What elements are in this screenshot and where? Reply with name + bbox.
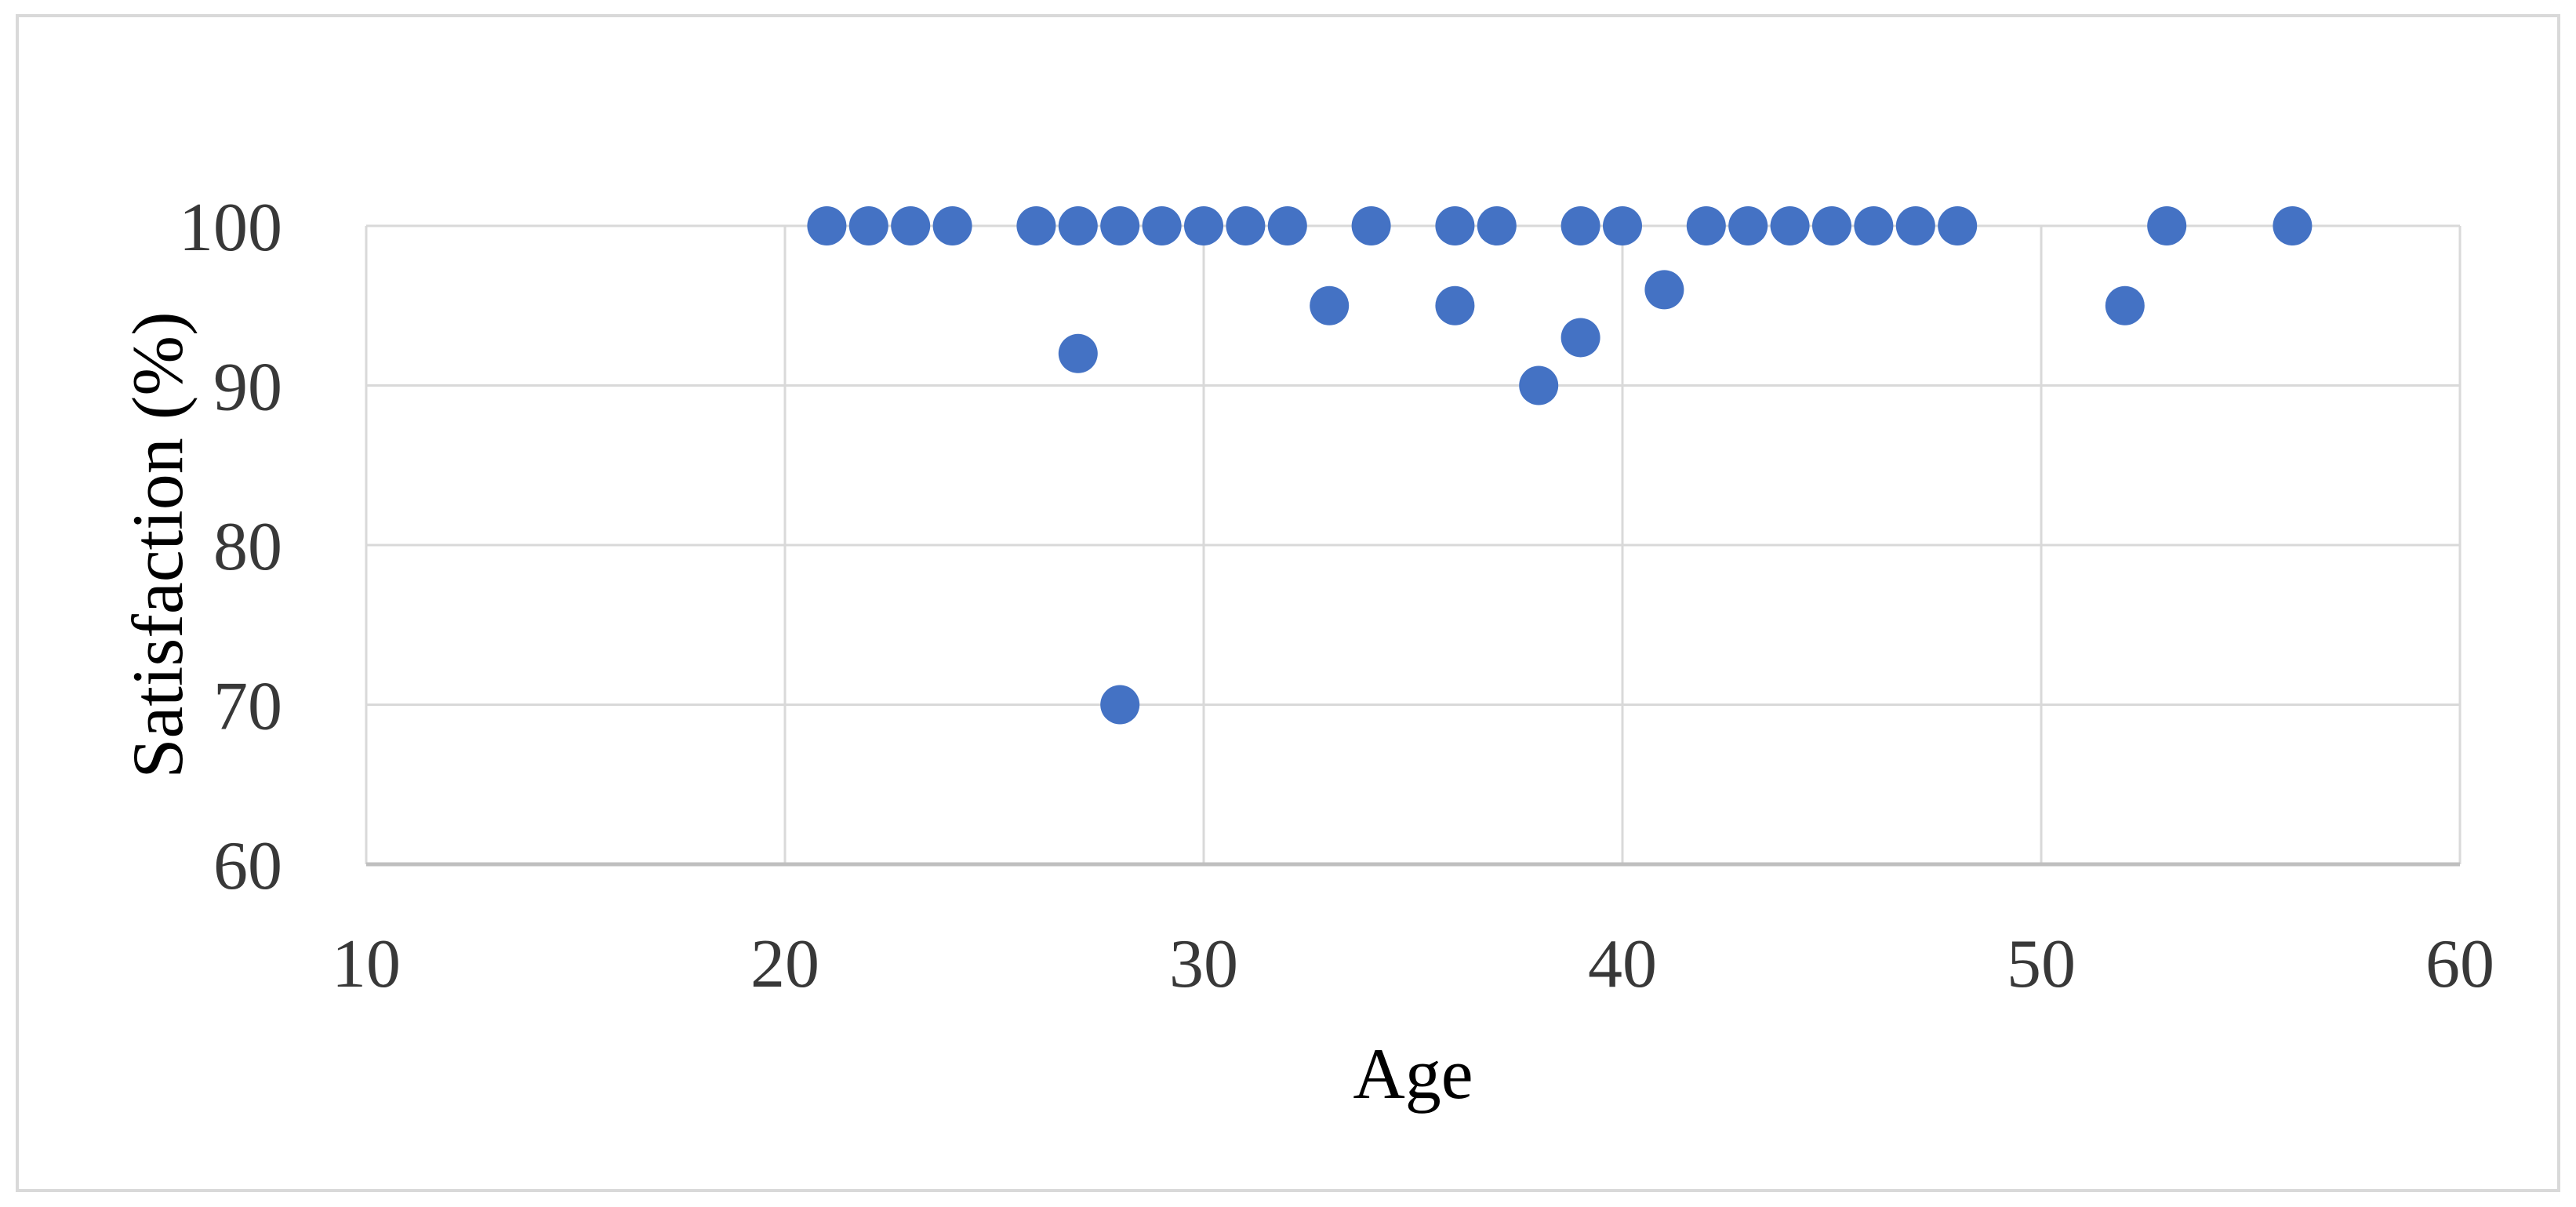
data-point: [1310, 285, 1350, 325]
data-point: [1351, 206, 1391, 245]
y-tick-labels: 100 90 80 70 60: [179, 190, 282, 904]
gridlines-layer: [365, 224, 2462, 864]
data-point: [1435, 285, 1475, 325]
data-point: [2273, 206, 2313, 245]
data-point: [1058, 206, 1098, 245]
y-axis-title: Satisfaction (%): [118, 311, 198, 778]
data-point: [1603, 206, 1642, 245]
data-point: [1770, 206, 1810, 245]
data-point: [1100, 685, 1140, 725]
data-point: [1728, 206, 1768, 245]
data-point: [1477, 206, 1517, 245]
x-tick-label: 60: [2425, 926, 2494, 1002]
x-tick-labels: 10 20 30 40 50 60: [332, 926, 2494, 1002]
x-tick-label: 30: [1169, 926, 1238, 1002]
data-point: [1100, 206, 1140, 245]
data-point: [1895, 206, 1935, 245]
data-point: [1938, 206, 1978, 245]
y-tick-label: 80: [213, 509, 282, 585]
x-tick-label: 10: [332, 926, 401, 1002]
data-point: [1560, 318, 1600, 358]
data-point: [807, 206, 847, 245]
data-point: [1226, 206, 1266, 245]
data-point: [1058, 333, 1098, 373]
data-point: [1644, 270, 1684, 310]
y-tick-label: 60: [213, 828, 282, 904]
x-tick-label: 40: [1588, 926, 1657, 1002]
data-point: [1184, 206, 1223, 245]
y-tick-label: 70: [213, 669, 282, 745]
y-tick-label: 100: [179, 190, 282, 266]
data-point: [1812, 206, 1851, 245]
data-point: [848, 206, 888, 245]
data-point: [1016, 206, 1056, 245]
x-axis-title: Age: [1353, 1034, 1473, 1114]
figure-border: [16, 14, 2560, 1192]
data-points-layer: [807, 206, 2313, 725]
x-tick-label: 20: [750, 926, 819, 1002]
data-point: [2105, 285, 2145, 325]
data-point: [1854, 206, 1894, 245]
data-point: [2147, 206, 2187, 245]
data-point: [1267, 206, 1307, 245]
data-point: [1435, 206, 1475, 245]
data-point: [1519, 365, 1559, 405]
data-point: [891, 206, 931, 245]
data-point: [932, 206, 972, 245]
x-tick-label: 50: [2007, 926, 2076, 1002]
y-tick-label: 90: [213, 350, 282, 426]
data-point: [1686, 206, 1726, 245]
data-point: [1142, 206, 1182, 245]
data-point: [1560, 206, 1600, 245]
